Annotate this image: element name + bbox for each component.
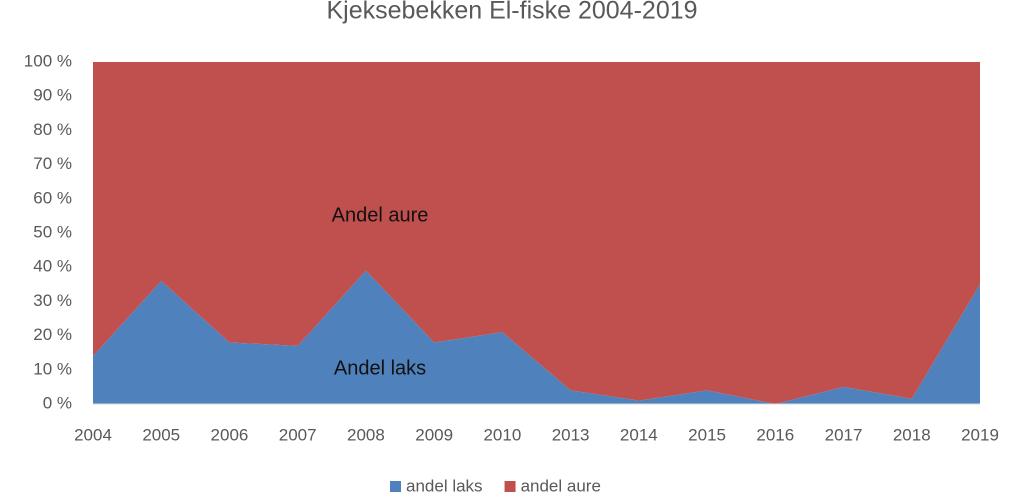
x-tick-label: 2018 [893,425,931,444]
chart-title: Kjeksebekken El-fiske 2004-2019 [326,0,697,25]
area [93,270,980,404]
x-tick-label: 2017 [825,425,863,444]
y-tick-label: 0 % [43,393,72,412]
x-tick-label: 2013 [552,425,590,444]
y-tick-label: 20 % [33,325,72,344]
y-tick-label: 90 % [33,86,72,105]
x-tick-label: 2005 [142,425,180,444]
y-tick-label: 50 % [33,222,72,241]
y-tick-label: 10 % [33,359,72,378]
annotation: Andel aure [332,204,429,226]
y-tick-label: 60 % [33,188,72,207]
y-tick-label: 40 % [33,257,72,276]
legend-swatch [504,481,516,492]
y-tick-label: 70 % [33,154,72,173]
x-tick-label: 2016 [756,425,794,444]
x-tick-label: 2004 [74,425,112,444]
x-tick-label: 2019 [961,425,999,444]
legend-label: andel laks [406,476,483,495]
y-tick-label: 100 % [24,51,72,70]
x-tick-label: 2008 [347,425,385,444]
y-tick-label: 80 % [33,120,72,139]
x-tick-label: 2007 [279,425,317,444]
x-tick-label: 2009 [415,425,453,444]
area [93,62,980,404]
x-tick-label: 2006 [211,425,249,444]
x-tick-label: 2014 [620,425,658,444]
y-tick-label: 30 % [33,291,72,310]
x-tick-label: 2010 [483,425,521,444]
x-tick-label: 2015 [688,425,726,444]
legend-label: andel aure [521,476,601,495]
annotation: Andel laks [334,357,426,379]
legend-swatch [390,481,401,492]
